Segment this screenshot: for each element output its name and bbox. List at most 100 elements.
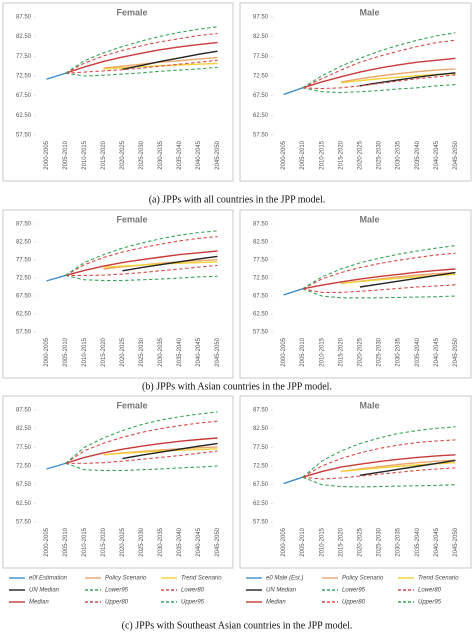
x-tick-label: 2020-2025 xyxy=(358,140,364,169)
panel xyxy=(239,209,472,379)
series-line xyxy=(65,437,218,465)
y-tick-label: 87.50 xyxy=(16,408,32,414)
x-tick-label: 2025-2030 xyxy=(139,140,145,169)
series-line xyxy=(65,420,218,464)
x-tick-label: 2030-2035 xyxy=(158,337,164,366)
x-tick-label: 2000-2005 xyxy=(281,140,287,169)
legend-label: Lower95 xyxy=(342,588,366,594)
y-tick-label: 82.50 xyxy=(16,240,32,246)
y-tick-label: 72.50 xyxy=(16,74,32,80)
series-line xyxy=(302,454,456,478)
y-tick-label: 77.50 xyxy=(253,258,269,264)
series-line xyxy=(302,288,456,299)
series-line xyxy=(302,39,456,89)
x-tick-label: 2030-2035 xyxy=(396,527,402,556)
series-line xyxy=(103,258,218,270)
series-line xyxy=(65,66,218,77)
y-tick-label: 87.50 xyxy=(253,222,269,228)
x-tick-label: 2005-2010 xyxy=(300,337,306,366)
y-tick-label: 72.50 xyxy=(16,276,32,282)
panel-title: Male xyxy=(359,400,379,410)
panel-title: Female xyxy=(116,214,147,224)
series-line xyxy=(122,50,218,70)
x-tick-label: 2045-2050 xyxy=(453,140,459,169)
panel-title: Female xyxy=(116,400,147,410)
x-tick-label: 2005-2010 xyxy=(63,527,69,556)
legend-label: Upper95 xyxy=(418,600,442,606)
series-line xyxy=(65,236,218,276)
panel-title: Female xyxy=(116,7,147,17)
y-tick-label: 82.50 xyxy=(16,34,32,40)
x-tick-label: 2000-2005 xyxy=(44,140,50,169)
series-line xyxy=(359,271,456,288)
x-tick-label: 2030-2035 xyxy=(396,337,402,366)
x-tick-label: 2020-2025 xyxy=(358,527,364,556)
legend-label: UN Median xyxy=(266,588,297,594)
x-tick-label: 2000-2005 xyxy=(44,337,50,366)
panel xyxy=(2,395,234,569)
y-tick-label: 57.50 xyxy=(16,520,32,526)
x-tick-label: 2000-2005 xyxy=(44,527,50,556)
series-line xyxy=(65,250,218,277)
x-tick-label: 2035-2040 xyxy=(177,337,183,366)
x-tick-label: 2045-2050 xyxy=(215,140,221,169)
legend-label: Upper80 xyxy=(342,600,366,606)
series-line xyxy=(65,450,218,464)
y-tick-label: 62.50 xyxy=(16,501,32,507)
panel xyxy=(2,209,234,379)
y-tick-label: 82.50 xyxy=(253,240,269,246)
series-line xyxy=(302,252,456,290)
x-tick-label: 2010-2015 xyxy=(319,140,325,169)
series-line xyxy=(283,476,303,485)
series-line xyxy=(65,411,218,464)
series-line xyxy=(302,32,456,89)
series-line xyxy=(65,41,218,74)
series-line xyxy=(65,32,218,74)
y-tick-label: 87.50 xyxy=(16,222,32,228)
x-tick-label: 2035-2040 xyxy=(415,527,421,556)
x-tick-label: 2015-2020 xyxy=(338,140,344,169)
y-tick-label: 57.50 xyxy=(16,330,32,336)
x-tick-label: 2035-2040 xyxy=(177,140,183,169)
y-tick-label: 82.50 xyxy=(253,426,269,432)
x-tick-label: 2045-2050 xyxy=(453,527,459,556)
series-line xyxy=(65,59,218,74)
x-tick-label: 2015-2020 xyxy=(338,527,344,556)
series-line xyxy=(65,462,218,472)
y-tick-label: 67.50 xyxy=(16,294,32,300)
x-tick-label: 2035-2040 xyxy=(415,140,421,169)
series-line xyxy=(302,57,456,89)
legend-label: Policy Scenario xyxy=(342,576,384,582)
series-line xyxy=(359,72,456,87)
x-tick-label: 2035-2040 xyxy=(415,337,421,366)
legend-label: Upper80 xyxy=(105,600,129,606)
series-line xyxy=(122,442,218,460)
series-line xyxy=(302,426,456,478)
x-tick-label: 2045-2050 xyxy=(215,527,221,556)
x-tick-label: 2025-2030 xyxy=(377,140,383,169)
y-tick-label: 62.50 xyxy=(253,312,269,318)
x-tick-label: 2020-2025 xyxy=(120,140,126,169)
x-tick-label: 2020-2025 xyxy=(358,337,364,366)
y-tick-label: 57.50 xyxy=(253,330,269,336)
series-line xyxy=(302,245,456,290)
x-tick-label: 2030-2035 xyxy=(396,140,402,169)
legend-label: Trend Scenario xyxy=(418,576,459,582)
x-tick-label: 2000-2005 xyxy=(281,337,287,366)
x-tick-label: 2020-2025 xyxy=(120,337,126,366)
series-line xyxy=(46,72,66,80)
panel-title: Male xyxy=(359,7,379,17)
series-line xyxy=(65,264,218,277)
x-tick-label: 2010-2015 xyxy=(319,337,325,366)
legend-label: Lower80 xyxy=(181,588,205,594)
y-tick-label: 82.50 xyxy=(16,426,32,432)
x-tick-label: 2005-2010 xyxy=(63,337,69,366)
x-tick-label: 2030-2035 xyxy=(158,140,164,169)
series-line xyxy=(65,274,218,282)
y-tick-label: 62.50 xyxy=(253,501,269,507)
x-tick-label: 2015-2020 xyxy=(101,337,107,366)
panel xyxy=(239,395,472,569)
x-tick-label: 2025-2030 xyxy=(377,337,383,366)
y-tick-label: 87.50 xyxy=(16,15,32,21)
x-tick-label: 2045-2050 xyxy=(453,337,459,366)
